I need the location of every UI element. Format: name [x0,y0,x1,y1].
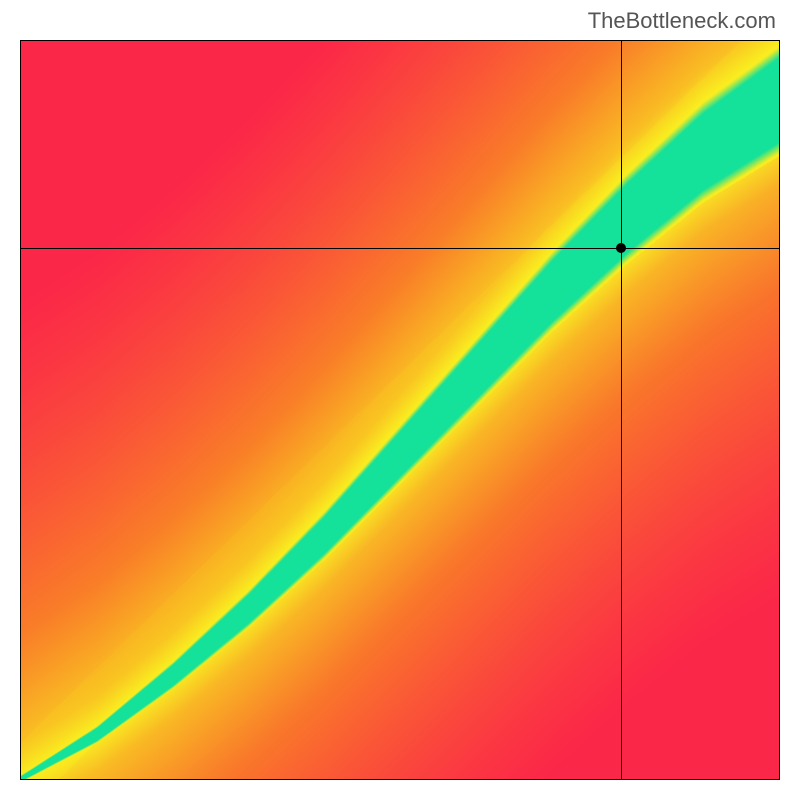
crosshair-marker [616,243,626,253]
watermark-text: TheBottleneck.com [588,8,776,34]
plot-area [20,40,780,780]
heatmap-canvas [21,41,779,779]
crosshair-vertical [621,41,622,779]
crosshair-horizontal [21,248,779,249]
chart-container: TheBottleneck.com [0,0,800,800]
